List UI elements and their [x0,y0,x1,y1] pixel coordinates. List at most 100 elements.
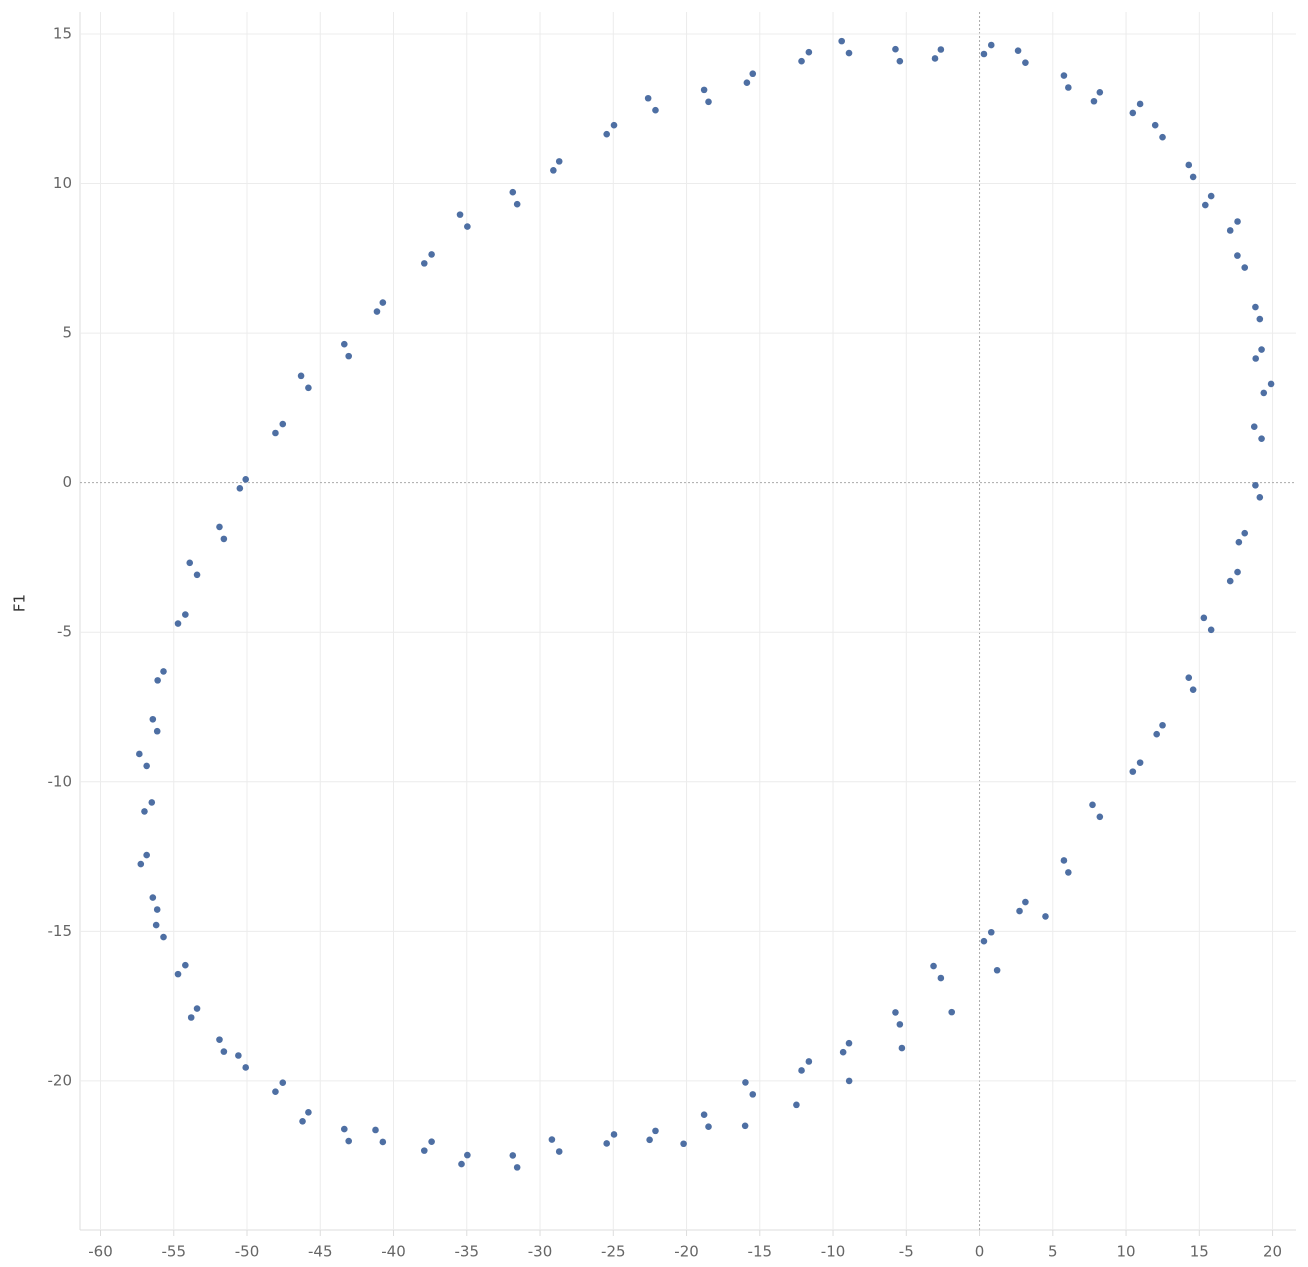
data-point [216,1036,223,1043]
data-point [550,167,557,174]
data-point [1022,898,1029,906]
data-point [652,1127,659,1135]
x-tick-label: -25 [601,1243,626,1261]
data-point [1136,759,1144,766]
data-point [1022,59,1029,66]
data-point [798,57,805,65]
data-point [456,211,464,218]
data-point [1241,264,1249,271]
y-tick-label: 5 [62,324,72,342]
data-point [805,1058,813,1065]
data-point [987,928,995,936]
data-point [749,1091,757,1098]
x-tick-label: -35 [455,1243,480,1261]
data-point [839,1048,847,1056]
data-point [1226,577,1234,585]
data-point [845,1077,853,1085]
data-point [136,750,143,758]
data-point [700,86,708,94]
data-point [1234,218,1241,225]
data-point [160,668,167,675]
data-point [1235,538,1243,546]
data-point [143,851,150,859]
data-point [187,1014,195,1021]
x-tick-label: -50 [235,1243,260,1261]
data-point [160,933,167,941]
data-point [741,1122,749,1130]
data-point [937,46,945,53]
data-point [193,1005,201,1012]
data-point [143,762,150,770]
data-point [1185,161,1193,169]
data-point [340,1125,348,1133]
data-point [379,1138,387,1146]
data-point [137,860,145,868]
data-point [652,106,659,114]
data-point [993,966,1001,974]
data-point [379,299,387,306]
data-point [805,48,813,56]
y-tick-label: -20 [48,1071,73,1089]
data-point [555,1148,563,1155]
data-point [1089,801,1096,809]
data-point [705,1123,712,1130]
data-point [930,962,937,970]
data-point [1252,355,1260,362]
x-tick-label: 0 [975,1243,985,1261]
data-point [892,45,899,53]
data-point [1258,346,1265,353]
data-point [798,1067,805,1074]
data-point [1185,674,1193,681]
x-tick-label: 15 [1190,1243,1209,1261]
data-point [428,251,435,258]
data-point [948,1008,956,1016]
data-point [793,1101,800,1109]
data-point [299,1118,306,1125]
x-tick-label: -10 [821,1243,846,1261]
data-point [148,799,156,806]
data-point [186,559,194,567]
data-point [1258,435,1265,442]
y-tick-label: -15 [48,922,73,940]
data-point [1159,721,1166,729]
data-point [987,41,995,49]
data-point [603,1140,610,1147]
x-tick-label: 10 [1117,1243,1136,1261]
x-tick-label: -45 [308,1243,333,1261]
x-tick-label: -40 [381,1243,406,1261]
data-point [644,94,652,102]
data-point [1065,84,1072,91]
data-point [272,1088,279,1095]
data-point [279,420,287,428]
data-point [680,1140,687,1148]
data-point [509,1152,517,1159]
x-tick-label: -5 [899,1243,914,1261]
data-point [980,50,988,58]
data-point [154,677,161,684]
y-tick-label: -5 [57,623,72,641]
data-point [610,1131,618,1138]
data-point [1016,907,1023,915]
data-point [845,1039,853,1047]
data-point [896,1021,904,1028]
data-point [182,611,189,618]
data-point [182,961,189,969]
data-point [1256,315,1264,323]
data-point [345,1137,352,1145]
data-point [1159,133,1166,141]
data-point [892,1009,899,1016]
data-point [1234,568,1241,576]
data-point [216,523,223,531]
y-tick-label: 15 [53,24,72,42]
data-point [1189,173,1197,181]
data-point [236,485,244,492]
data-point [603,130,610,138]
x-tick-label: 5 [1048,1243,1058,1261]
data-point [1096,88,1104,96]
data-point [700,1111,708,1119]
data-point [428,1138,435,1145]
data-point [305,384,312,392]
x-tick-label: -20 [674,1243,699,1261]
